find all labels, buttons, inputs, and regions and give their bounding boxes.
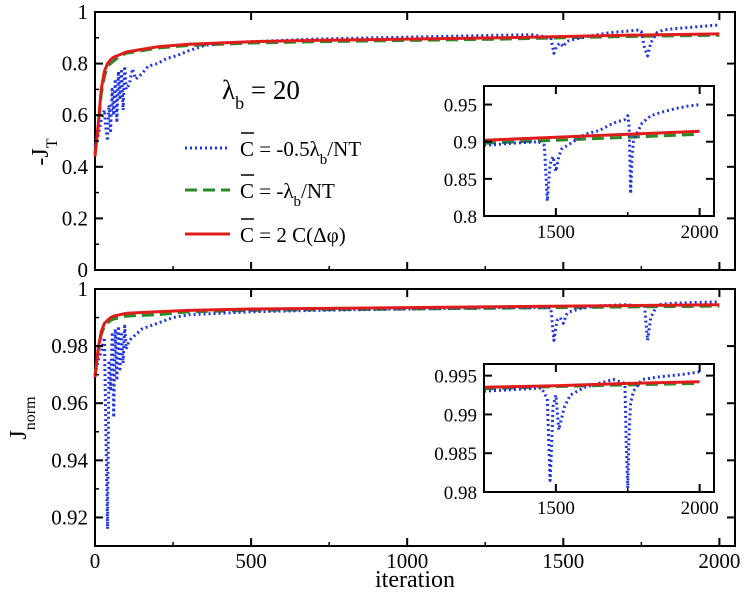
top-inset-xtick-label: 2000 [681,222,719,243]
top-inset: 0.8 0.85 0.9 0.95 1500 2000 [444,85,719,243]
bottom-ytick-label: 0.98 [51,334,88,358]
top-inset-ytick-label: 0.95 [444,96,477,117]
bottom-ytick-label: 0.96 [51,391,88,415]
top-inset-ytick-label: 0.9 [453,133,477,154]
legend-sub: b [320,152,328,168]
top-inset-series-solid [483,129,700,142]
annotation-sub: b [235,93,244,113]
legend-pre: = -0.5λ [254,137,321,161]
bottom-inset-ytick-label: 0.99 [444,405,477,426]
bottom-xtick-label: 1000 [386,549,428,573]
top-inset-y-ticks: 0.8 0.85 0.9 0.95 [444,96,714,228]
bottom-inset-series-solid [483,380,700,389]
bottom-ylabel-sub: norm [22,396,39,430]
top-inset-series-group [483,103,700,203]
top-series-dotted [93,23,720,147]
bottom-xtick-label: 0 [90,549,101,573]
legend-c: C [240,223,254,247]
legend-label-dashed: C = -λb/NT [240,179,335,210]
bottom-xtick-label: 2000 [698,549,740,573]
bottom-inset-xtick-label: 1500 [537,498,575,519]
top-series-group [93,23,720,157]
top-inset-x-ticks: 1500 2000 [483,86,719,243]
bottom-ylabel-main: J [6,430,32,439]
bottom-y-axis-label: Jnorm [6,396,39,440]
x-axis-label: iteration [375,567,455,593]
top-y-ticks: 0 0.2 0.4 0.6 0.8 1 [62,0,735,282]
legend-sub: b [294,194,302,210]
bottom-inset-ytick-label: 0.98 [444,483,477,504]
legend-pre: = -λ [254,179,294,203]
top-panel: 00.20.40.60.81 -JT λb = 20 C = -0.5λb/NT… [28,0,736,282]
legend-c: C [240,137,254,161]
top-inset-frame [483,85,715,217]
top-ylabel-sub: T [44,138,61,148]
bottom-inset-series-group [483,370,700,490]
bottom-inset-xtick-label: 2000 [681,498,719,519]
bottom-inset-frame [483,363,715,493]
top-series-solid [93,32,720,157]
bottom-series-dotted [93,300,720,531]
bottom-panel: 0.92 0.94 0.96 0.98 1 0 500 1000 1500 2000 Jnorm… [6,277,740,573]
bottom-x-ticks: 0 500 1000 1500 2000 [90,289,740,573]
legend-entry-dotted: C = -0.5λb/NT [185,132,361,168]
bottom-ytick-label: 1 [78,277,89,301]
legend: C = -0.5λb/NT C = -λb/NT C = 2 C(Δφ) [185,132,361,247]
top-inset-bg [484,86,714,216]
annotation-tail: = 20 [244,75,300,105]
annotation-main: λ [222,75,235,105]
top-ytick-label: 0.4 [62,155,89,179]
lambda-annotation: λb = 20 [222,75,300,113]
bottom-xtick-label: 1500 [542,549,584,573]
legend-post: /NT [301,179,335,203]
top-inset-xtick-label: 1500 [537,222,575,243]
top-ylabel-main: -J [28,148,54,165]
bottom-ytick-label: 0.92 [51,505,88,529]
bottom-series-solid [93,303,720,378]
legend-entry-solid: C = 2 C(Δφ) [185,218,346,247]
bottom-inset-y-ticks: 0.98 0.985 0.99 0.995 [434,367,714,504]
top-ytick-label: 0.6 [62,103,88,127]
bottom-inset-ytick-label: 0.985 [434,444,477,465]
legend-label-dotted: C = -0.5λb/NT [240,137,361,168]
bottom-xtick-label: 500 [235,549,267,573]
top-y-axis-label: -JT [28,138,61,165]
top-x-ticks [94,12,721,270]
bottom-y-ticks: 0.92 0.94 0.96 0.98 1 [51,277,735,547]
legend-label-solid: C = 2 C(Δφ) [240,223,346,247]
legend-c: C [240,179,254,203]
top-ytick-label: 0.2 [62,206,88,230]
top-ytick-label: 0 [78,258,89,282]
top-inset-ytick-label: 0.8 [453,207,477,228]
legend-post: /NT [327,137,361,161]
top-inset-series-dotted [483,103,700,203]
bottom-ytick-label: 0.94 [51,448,88,472]
bottom-inset-x-ticks: 1500 2000 [483,364,719,519]
top-inset-ytick-label: 0.85 [444,170,477,191]
bottom-plot-frame [94,288,736,547]
bottom-inset-ytick-label: 0.995 [434,367,477,388]
top-ytick-label: 0.8 [62,52,88,76]
bottom-series-group [93,300,720,531]
legend-entry-dashed: C = -λb/NT [185,174,335,210]
legend-pre: = 2 C(Δφ) [254,223,346,247]
top-ytick-label: 1 [78,0,89,24]
bottom-inset: 0.98 0.985 0.99 0.995 1500 2000 [434,363,719,519]
